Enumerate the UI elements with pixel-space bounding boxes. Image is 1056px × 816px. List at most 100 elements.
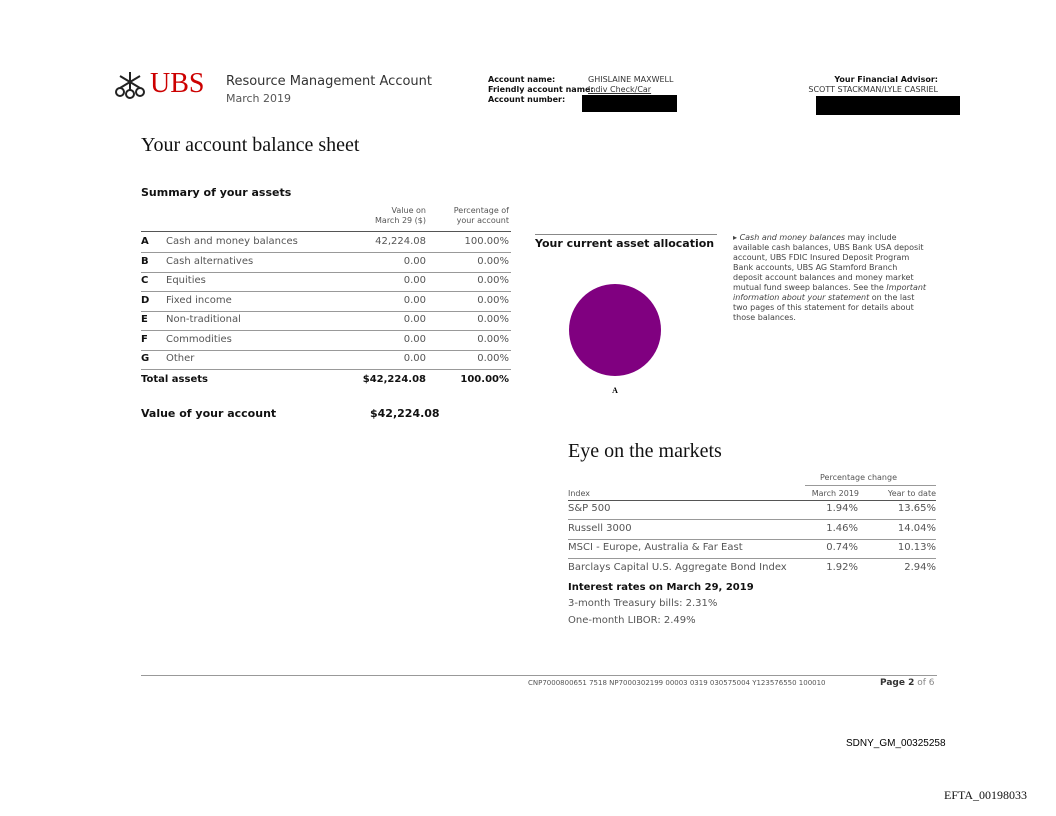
- total-value: $42,224.08: [362, 374, 426, 385]
- row-letter: C: [141, 275, 149, 286]
- row-label: Other: [166, 353, 195, 364]
- value-label: Value of your account: [141, 407, 277, 420]
- rule: [141, 369, 511, 370]
- row-label: Equities: [166, 275, 206, 286]
- ytd-change: 10.13%: [897, 542, 936, 553]
- index-name: MSCI - Europe, Australia & Far East: [568, 542, 743, 553]
- row-percent: 0.00%: [477, 255, 509, 267]
- period: March 2019: [226, 92, 292, 105]
- rule: [141, 349, 511, 351]
- column-header: Percentage of: [453, 206, 509, 215]
- row-value: 0.00: [403, 275, 426, 286]
- logo-keys: [115, 72, 145, 99]
- column-header: Value on: [391, 206, 426, 215]
- month-change: 1.46%: [826, 522, 858, 534]
- index-name: S&P 500: [568, 503, 611, 514]
- index-name: Russell 3000: [568, 522, 632, 534]
- value-amount: $42,224.08: [370, 407, 440, 420]
- value: GHISLAINE MAXWELL: [588, 75, 674, 84]
- pie-chart: A: [569, 284, 661, 395]
- rule: [141, 291, 511, 292]
- month-change: 1.92%: [826, 561, 858, 573]
- pie-slice: [569, 284, 661, 376]
- note-text: on the last two pages of this statement …: [733, 293, 915, 322]
- stamp: SDNY_GM_00325258: [846, 738, 946, 749]
- rule: [141, 271, 511, 273]
- section-title: Eye on the markets: [568, 440, 722, 462]
- row-letter: E: [141, 314, 148, 325]
- row-percent: 100.00%: [464, 236, 510, 247]
- row-letter: B: [141, 255, 149, 267]
- rate: 3-month Treasury bills: 2.31%: [568, 598, 718, 609]
- value: SCOTT STACKMAN/LYLE CASRIEL: [808, 85, 938, 94]
- section-title: Your current asset allocation: [535, 237, 715, 250]
- rule: [141, 252, 511, 253]
- rule: [141, 231, 511, 232]
- label: Account number:: [488, 95, 566, 104]
- note: ▸ Cash and money balances may include av…: [733, 233, 927, 322]
- row-label: Cash and money balances: [166, 236, 298, 247]
- ytd-change: 13.65%: [897, 503, 936, 514]
- index-name: Barclays Capital U.S. Aggregate Bond Ind…: [568, 561, 787, 573]
- ytd-change: 14.04%: [897, 522, 936, 534]
- total-label: Total assets: [141, 374, 208, 385]
- rule: [805, 485, 936, 486]
- subsection-title: Interest rates on March 29, 2019: [568, 582, 754, 593]
- page-number: Page 2 of 6: [880, 678, 935, 688]
- logo: UBS: [150, 68, 205, 99]
- row-letter: D: [141, 294, 150, 306]
- rate: One-month LIBOR: 2.49%: [568, 615, 696, 626]
- note-text: may include available cash balances, UBS…: [733, 233, 924, 292]
- column-header: Index: [568, 489, 591, 498]
- row-label: Fixed income: [166, 294, 232, 306]
- page-title: Your account balance sheet: [141, 134, 360, 156]
- rule: [568, 538, 936, 540]
- total-percent: 100.00%: [460, 374, 509, 385]
- rule: [568, 500, 936, 501]
- pie-label: A: [612, 386, 618, 395]
- group-header: Percentage change: [820, 473, 897, 482]
- row-percent: 0.00%: [477, 275, 509, 286]
- row-label: Commodities: [166, 333, 232, 345]
- label: Friendly account name:: [488, 85, 594, 94]
- rule: [141, 330, 511, 331]
- column-header: Year to date: [887, 489, 936, 498]
- ytd-change: 2.94%: [904, 561, 936, 573]
- row-percent: 0.00%: [477, 353, 509, 364]
- section-title: Summary of your assets: [141, 186, 292, 199]
- row-value: 0.00: [403, 255, 426, 267]
- row-percent: 0.00%: [477, 294, 509, 306]
- row-value: 42,224.08: [375, 236, 426, 247]
- label: Account name:: [488, 75, 556, 84]
- row-percent: 0.00%: [477, 333, 509, 345]
- month-change: 1.94%: [826, 503, 858, 514]
- rule: [535, 234, 717, 235]
- row-value: 0.00: [403, 294, 426, 306]
- row-label: Cash alternatives: [166, 255, 254, 267]
- page-total: of 6: [917, 678, 935, 688]
- row-value: 0.00: [403, 333, 426, 345]
- row-label: Non-traditional: [166, 314, 241, 325]
- row-percent: 0.00%: [477, 314, 509, 325]
- column-header: March 29 ($): [375, 216, 426, 225]
- column-header: March 2019: [811, 489, 859, 498]
- page: Page 2: [880, 678, 915, 688]
- row-letter: F: [141, 333, 148, 345]
- account-type: Resource Management Account: [226, 74, 433, 89]
- footer-code: CNP7000800651 7518 NP7000302199 00003 03…: [528, 679, 826, 687]
- rule: [568, 558, 936, 559]
- redaction: [582, 95, 677, 112]
- note-italic: Cash and money balances: [739, 233, 846, 242]
- rule: [568, 519, 936, 520]
- note-italic: Important information about your stateme…: [733, 283, 927, 302]
- month-change: 0.74%: [826, 542, 858, 553]
- redaction: [816, 96, 960, 115]
- row-value: 0.00: [403, 314, 426, 325]
- footer-rule: [141, 675, 937, 676]
- row-letter: G: [141, 353, 150, 364]
- label: Your Financial Advisor:: [834, 75, 938, 84]
- row-letter: A: [141, 236, 149, 247]
- column-header: your account: [456, 216, 509, 225]
- rule: [141, 310, 511, 312]
